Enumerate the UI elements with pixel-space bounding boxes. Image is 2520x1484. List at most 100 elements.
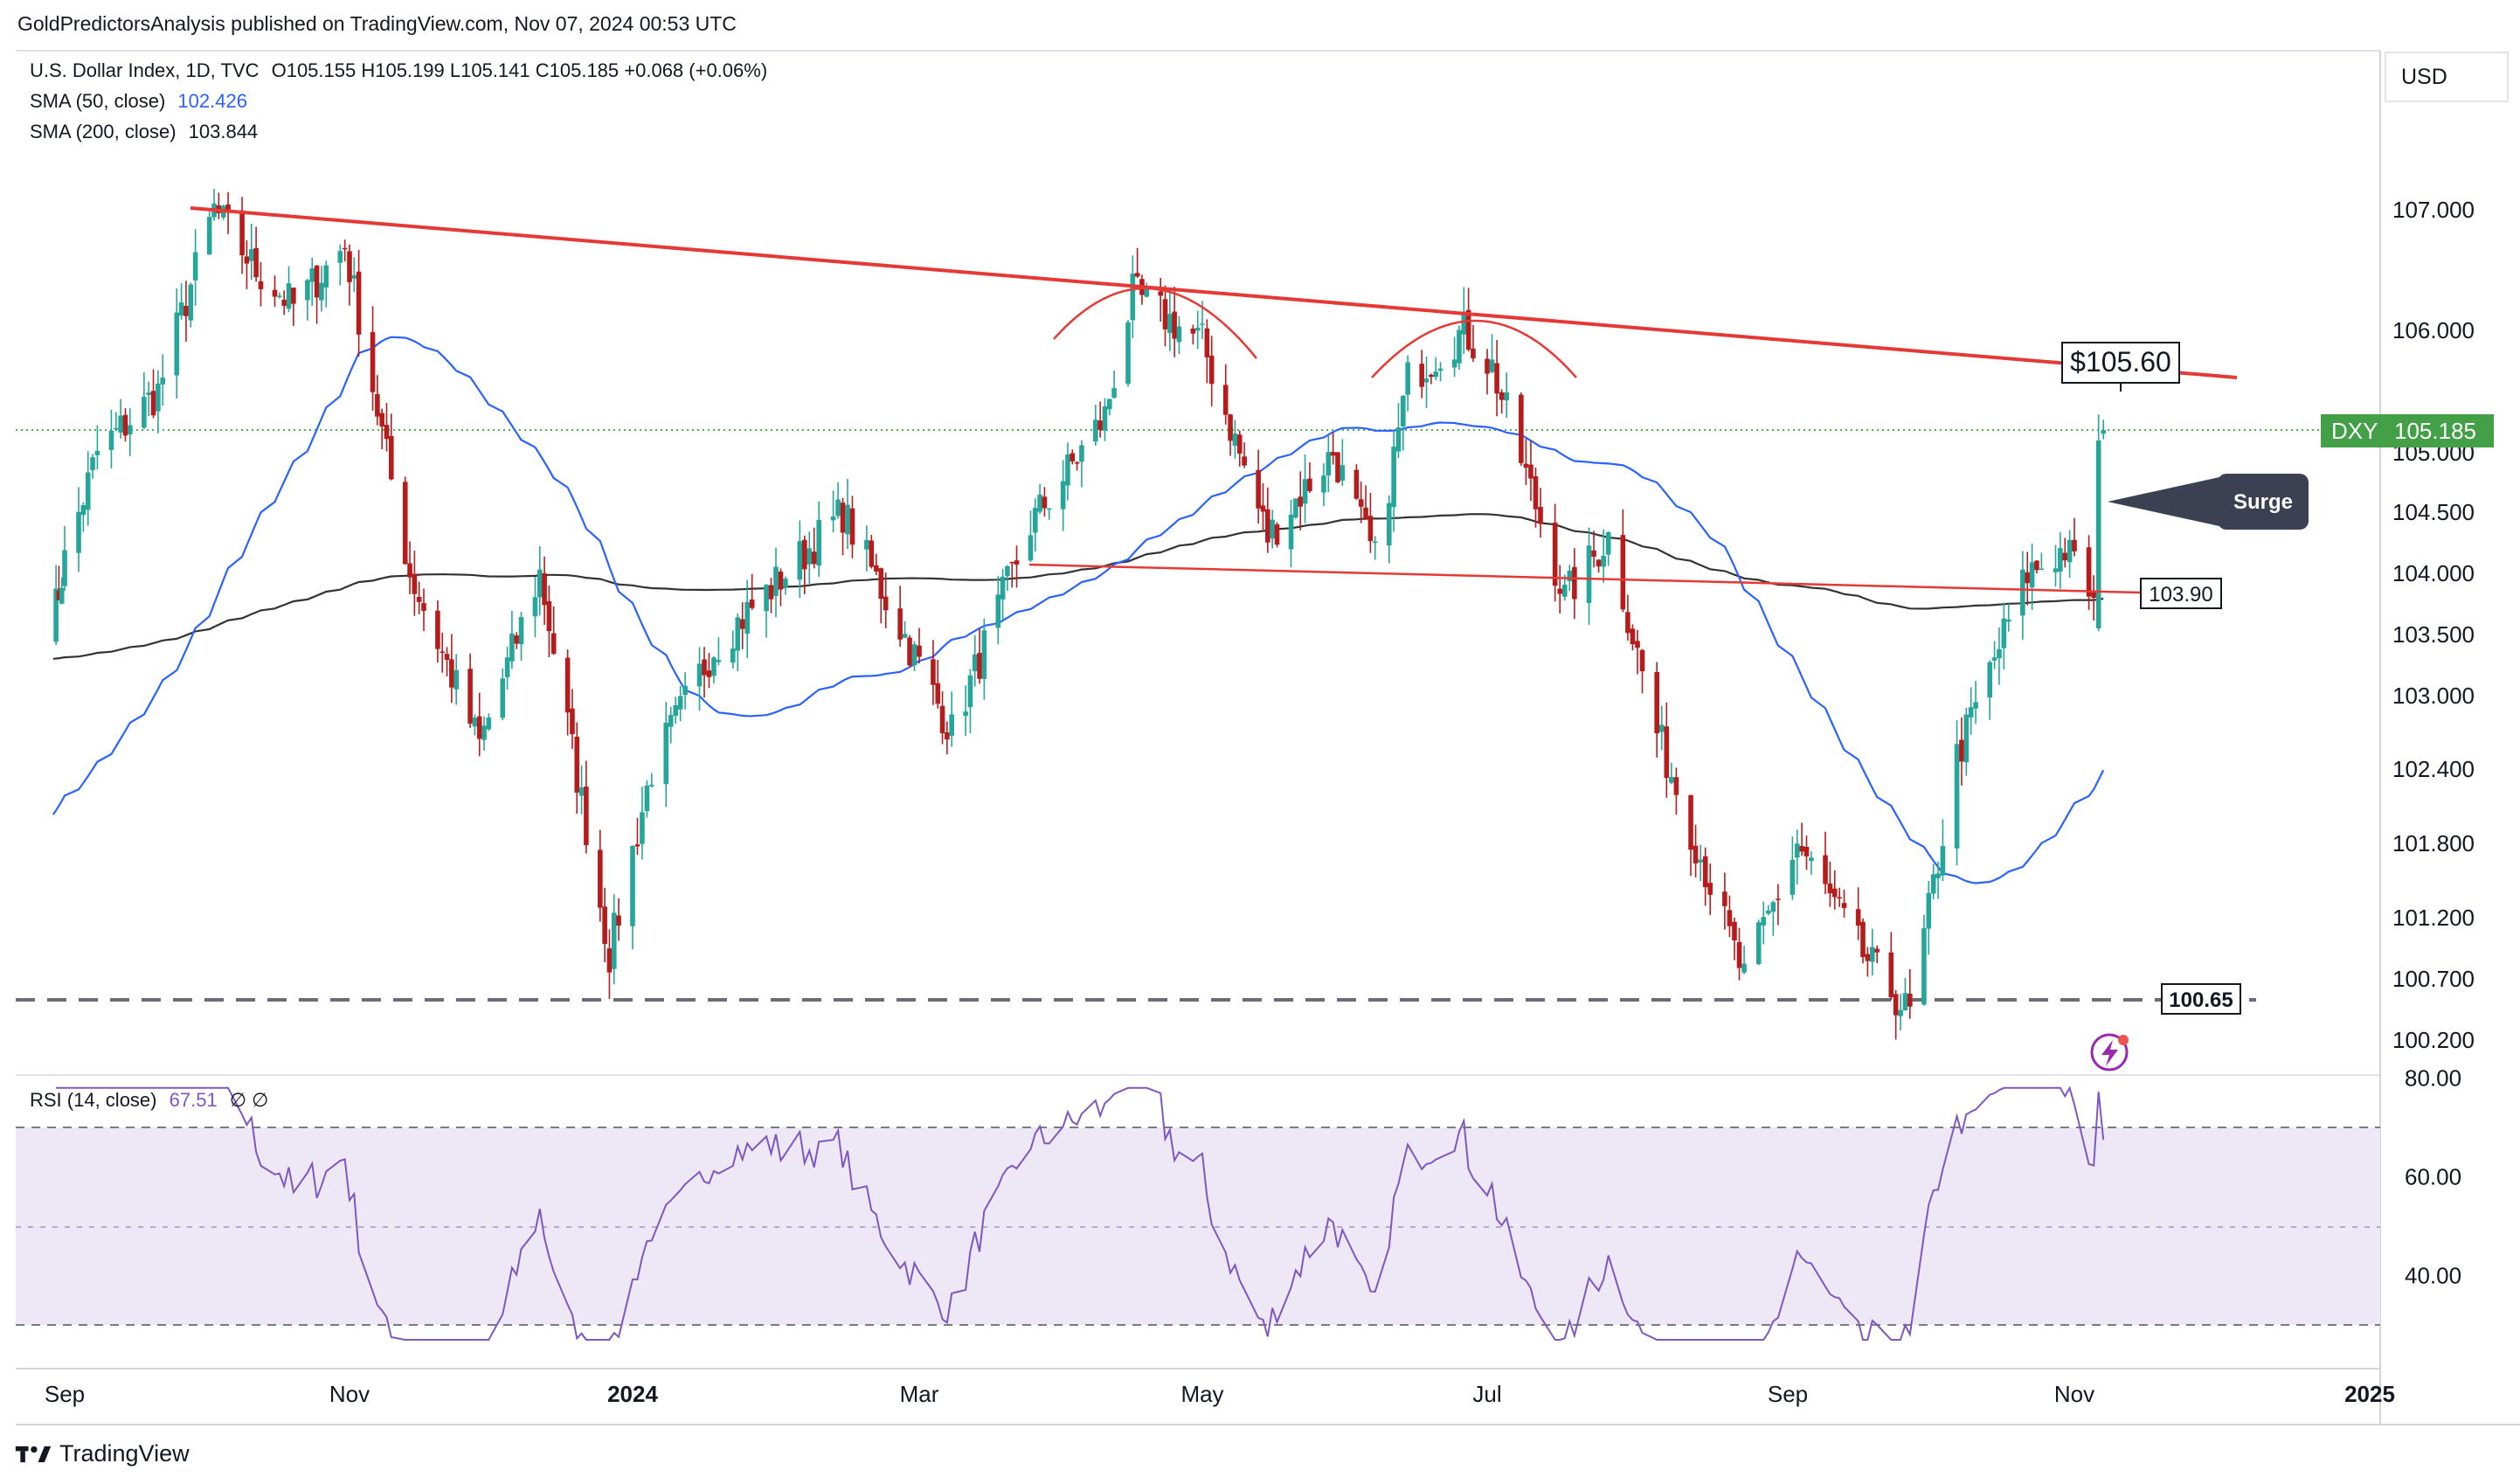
candle (716, 637, 722, 666)
legend-sma50-row[interactable]: SMA (50, close) 102.426 (30, 90, 247, 113)
candle (407, 541, 412, 594)
legend-sma200-value: 103.844 (188, 121, 259, 142)
candle (1552, 503, 1558, 602)
candle (375, 375, 380, 426)
candle (849, 496, 855, 558)
currency-box[interactable] (2385, 52, 2509, 102)
candle (253, 226, 259, 282)
candle (1457, 325, 1462, 371)
price-tick: 106.000 (2392, 317, 2475, 343)
rsi-axis: 80.00 60.00 40.00 (2405, 1065, 2461, 1289)
time-tick: 2025 (2344, 1381, 2395, 1407)
candle (216, 192, 222, 219)
tradingview-logo[interactable]: TradingView (14, 1440, 190, 1467)
neckline-trendline[interactable] (1028, 563, 2142, 594)
last-price-value: 105.185 (2394, 418, 2476, 444)
candle (2091, 575, 2096, 621)
candle (248, 223, 254, 281)
candle (972, 635, 978, 687)
candle (673, 697, 678, 724)
candle (518, 611, 524, 661)
candle (384, 403, 390, 452)
candle (682, 672, 688, 710)
candle (1005, 565, 1010, 592)
time-tick: Mar (900, 1381, 939, 1407)
candle (1134, 247, 1140, 279)
time-tick: Nov (2054, 1381, 2094, 1407)
candle (1625, 594, 1630, 641)
candle (444, 647, 450, 676)
price-tick: 104.000 (2392, 560, 2475, 586)
candle (1060, 460, 1066, 531)
price-tick: 100.700 (2392, 966, 2475, 992)
candle (53, 565, 59, 646)
candle (1471, 325, 1476, 363)
candle (1673, 767, 1679, 815)
candle (1172, 287, 1177, 357)
candle (696, 647, 703, 711)
price-tick: 107.000 (2392, 197, 2475, 223)
resistance-trendline[interactable] (190, 206, 2238, 379)
candle (211, 189, 217, 221)
candle (128, 408, 133, 456)
candle (677, 686, 683, 722)
candle (351, 257, 357, 292)
candle (1330, 432, 1336, 465)
candles (53, 189, 2107, 1040)
candle (1363, 485, 1368, 521)
candle (1664, 702, 1670, 798)
candle (1208, 336, 1215, 406)
candle (830, 490, 836, 533)
candle (1236, 430, 1243, 467)
candle (500, 668, 506, 721)
candle (305, 279, 310, 321)
candle (630, 845, 635, 950)
time-tick: Sep (45, 1381, 85, 1407)
candle (90, 454, 95, 479)
legend-rsi-row[interactable]: RSI (14, close) 67.51 ∅ ∅ (30, 1089, 268, 1112)
sma200-line (52, 513, 2104, 660)
candle (1926, 880, 1932, 955)
time-axis: Sep Nov 2024 Mar May Jul Sep Nov 2025 (45, 1381, 2395, 1407)
candle (542, 556, 547, 625)
candle (2095, 414, 2101, 632)
sma50-path (52, 336, 2105, 884)
neckline-label-box[interactable] (2140, 578, 2222, 609)
candle (807, 531, 813, 585)
candle (467, 653, 473, 728)
candle (1855, 887, 1861, 940)
candle (2062, 537, 2068, 568)
tradingview-brand: TradingView (59, 1440, 190, 1467)
candle (281, 290, 287, 316)
candle (1037, 483, 1042, 515)
candle (1572, 548, 1577, 620)
candle (1736, 927, 1742, 981)
support-label-box[interactable] (2161, 983, 2241, 1015)
candle (2053, 544, 2059, 587)
candle (649, 773, 654, 788)
candle (598, 829, 603, 922)
candle (1102, 398, 1108, 441)
legend-rsi-value: 67.51 (169, 1089, 218, 1111)
candle (869, 535, 875, 569)
lightning-icon[interactable] (2090, 1033, 2129, 1071)
surge-callout[interactable] (2218, 474, 2309, 530)
candle (1940, 819, 1946, 882)
candle (1707, 863, 1713, 915)
candle (1494, 340, 1499, 417)
price-tick: 101.800 (2392, 830, 2475, 856)
legend-ohlc: O105.155 H105.199 L105.141 C105.185 +0.0… (271, 59, 768, 81)
candle (634, 817, 640, 856)
candle (146, 381, 151, 417)
resistance-label: $105.60 (2070, 346, 2171, 378)
candle (1755, 919, 1762, 966)
candle (113, 412, 119, 432)
candle (1353, 464, 1360, 500)
legend-sma200-row[interactable]: SMA (200, close) 103.844 (30, 121, 258, 143)
candle (291, 288, 296, 327)
candle (874, 553, 879, 575)
candle (616, 898, 621, 941)
last-price-badge[interactable] (2321, 414, 2494, 447)
candle (2001, 602, 2007, 670)
